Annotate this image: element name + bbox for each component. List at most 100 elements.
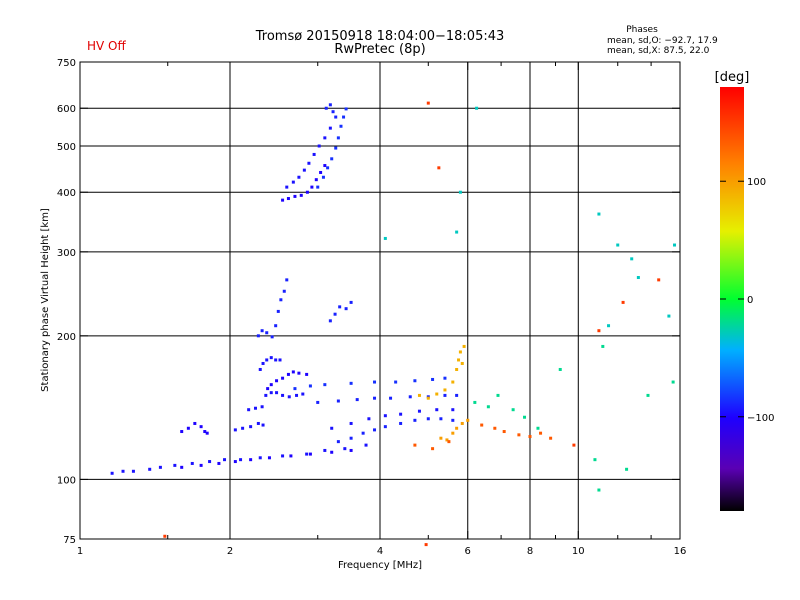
data-point [572,443,576,447]
data-point [443,393,447,397]
x-tick-label: 10 [572,546,585,557]
phase-stats-x: mean, sd,X: 87.5, 22.0 [607,46,710,56]
data-point [646,393,650,397]
data-point [275,379,279,383]
data-point [323,448,327,452]
data-point [275,391,279,395]
data-point [439,417,443,421]
data-point [287,395,291,399]
data-point [657,278,661,282]
data-point [426,396,430,400]
data-point [278,358,282,362]
y-tick-label: 300 [57,248,76,259]
data-point [607,324,611,328]
data-point [328,319,332,323]
data-point [349,300,353,304]
data-point [269,391,273,395]
data-point [536,426,540,430]
data-point [330,426,334,430]
data-point [265,358,269,362]
data-point [163,534,167,538]
data-point [558,367,562,371]
data-point [180,430,184,434]
data-point [451,380,455,384]
data-point [199,425,203,429]
data-point [451,418,455,422]
y-tick-label: 500 [57,142,76,153]
data-point [435,392,439,396]
data-point [383,414,387,418]
data-point [355,398,359,402]
data-point [186,426,190,430]
data-point [496,393,500,397]
data-point [256,421,260,425]
data-point [373,428,377,432]
data-point [285,278,289,282]
data-point [394,380,398,384]
colorbar-tick-label: 100 [747,177,766,188]
data-point [247,408,251,412]
data-point [297,175,301,179]
data-point [317,144,321,148]
data-point [383,425,387,429]
data-point [480,423,484,427]
data-point [208,460,212,464]
data-point [486,405,490,409]
colorbar-tick-label: −100 [747,413,774,424]
data-point [267,456,271,460]
x-tick-label: 8 [527,546,533,557]
data-point [473,400,477,404]
data-point [190,461,194,465]
data-point [256,334,260,338]
data-point [323,164,327,168]
data-point [364,443,368,447]
x-axis-label: Frequency [MHz] [338,560,422,571]
data-point [349,421,353,425]
data-point [324,106,328,110]
data-point [308,384,312,388]
data-point [286,372,290,376]
data-point [258,367,262,371]
data-point [349,381,353,385]
data-point [443,376,447,380]
data-point [431,447,435,451]
data-point [349,436,353,440]
data-point [458,190,462,194]
x-tick-label: 4 [377,546,383,557]
data-point [148,467,152,471]
data-point [424,543,428,547]
x-tick-label: 16 [674,546,687,557]
data-point [462,344,466,348]
data-point [344,107,348,111]
x-tick-label: 2 [227,546,233,557]
data-point [447,440,451,444]
data-point [233,460,237,464]
data-point [616,243,620,247]
data-point [458,350,462,354]
data-point [339,124,343,128]
data-point [667,314,671,318]
data-point [523,415,527,419]
data-point [289,454,293,458]
data-point [539,431,543,435]
data-point [270,335,274,339]
chart-title: Tromsø 20150918 18:04:00−18:05:43 [255,29,505,44]
data-point [260,329,264,333]
data-point [323,383,327,387]
data-point [253,406,257,410]
y-tick-label: 100 [57,475,76,486]
grid-lines [80,62,680,539]
data-point [417,393,421,397]
data-point [597,488,601,492]
data-point [517,433,521,437]
data-point [299,193,303,197]
data-point [334,115,338,119]
colorbar-label: [deg] [715,70,750,85]
data-point [279,298,283,302]
y-tick-label: 75 [63,535,76,546]
data-point [249,425,253,429]
x-axis-ticks: 1 2 4 6 8 10 16 [77,62,687,557]
data-point [338,305,342,309]
data-point [261,361,265,365]
data-point [285,185,289,189]
